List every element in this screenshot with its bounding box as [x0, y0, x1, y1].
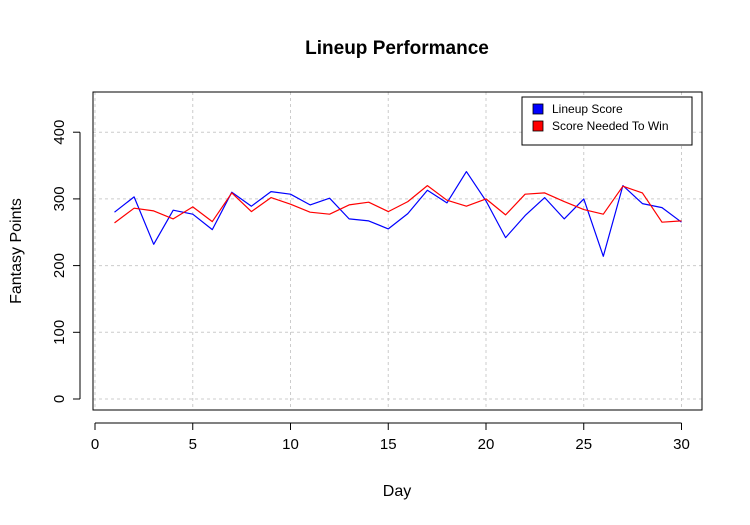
legend-swatch: [532, 103, 544, 115]
x-tick-label: 10: [282, 436, 299, 453]
x-tick-label: 0: [91, 436, 99, 453]
chart-title: Lineup Performance: [305, 38, 489, 59]
series-group: [114, 171, 682, 257]
x-axis-label: Day: [383, 483, 411, 500]
legend: Lineup Score Score Needed To Win: [521, 96, 693, 146]
y-tick-label: 100: [51, 320, 68, 345]
plot-box: [92, 91, 703, 411]
x-tick-label: 25: [575, 436, 592, 453]
x-tick-label: 20: [478, 436, 495, 453]
series-line-lineup-score: [114, 171, 682, 257]
y-tick-label: 200: [51, 253, 68, 278]
x-tick-label: 30: [673, 436, 690, 453]
legend-label: Score Needed To Win: [552, 119, 669, 133]
legend-label: Lineup Score: [552, 102, 623, 116]
x-tick-label: 15: [380, 436, 397, 453]
y-axis-label: Fantasy Points: [8, 198, 25, 304]
y-tick-label: 400: [51, 120, 68, 145]
series-line-score-needed-to-win: [114, 185, 682, 224]
legend-box: [521, 96, 693, 146]
x-tick-label: 5: [189, 436, 197, 453]
grid: [93, 92, 702, 410]
y-tick-label: 300: [51, 186, 68, 211]
legend-swatch: [532, 120, 544, 132]
y-tick-label: 0: [51, 395, 68, 403]
